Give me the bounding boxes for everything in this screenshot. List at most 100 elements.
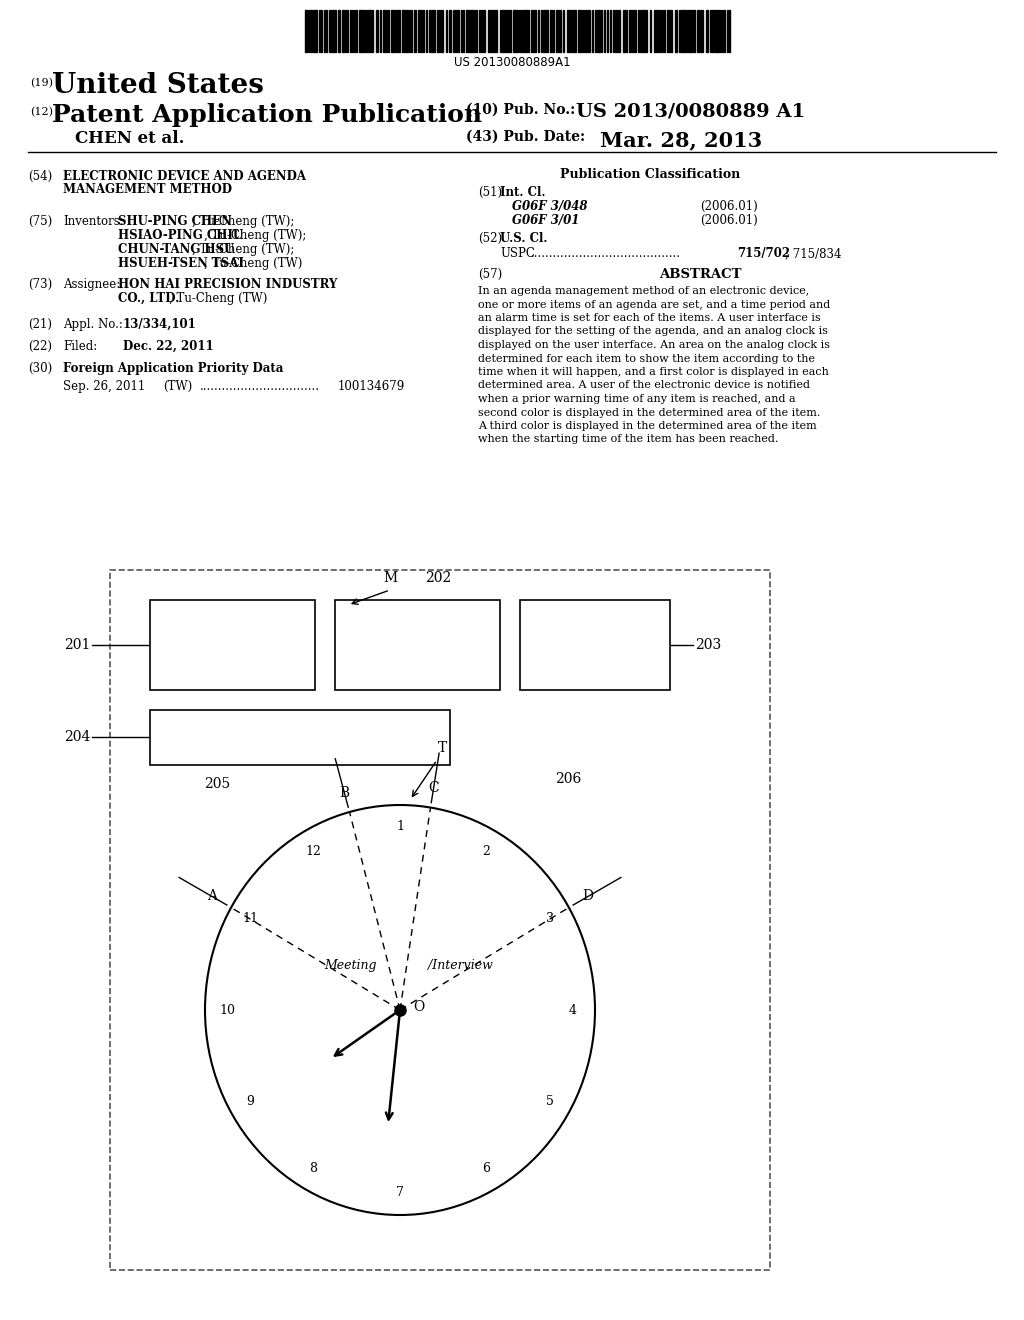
Bar [362, 11, 365, 51]
Text: (12): (12) [30, 107, 53, 117]
Text: 206: 206 [555, 772, 581, 787]
Bar [395, 11, 397, 51]
Text: Int. Cl.: Int. Cl. [500, 186, 546, 199]
Text: United States: United States [52, 73, 264, 99]
Bar [681, 11, 685, 51]
Bar [150, 601, 315, 690]
Text: Publication Classification: Publication Classification [560, 168, 740, 181]
Bar [398, 11, 400, 51]
Text: USPC: USPC [500, 247, 535, 260]
Bar [546, 11, 548, 51]
Ellipse shape [205, 805, 595, 1214]
Bar [597, 11, 600, 51]
Text: Inventors:: Inventors: [63, 215, 124, 228]
Text: B: B [339, 785, 349, 800]
Bar [359, 11, 362, 51]
Bar [550, 11, 552, 51]
Text: (75): (75) [28, 215, 52, 228]
Bar [543, 11, 545, 51]
Text: 202: 202 [425, 572, 452, 585]
Text: (22): (22) [28, 341, 52, 352]
Bar [449, 11, 451, 51]
Text: 100134679: 100134679 [338, 380, 406, 393]
Bar [481, 11, 483, 51]
Text: ELECTRONIC DEVICE AND AGENDA: ELECTRONIC DEVICE AND AGENDA [63, 170, 306, 183]
Bar [586, 11, 588, 51]
Text: 13/334,101: 13/334,101 [123, 318, 197, 331]
Text: , Tu-Cheng (TW);: , Tu-Cheng (TW); [204, 228, 306, 242]
Text: D: D [583, 890, 594, 903]
Text: ........................................: ........................................ [531, 247, 681, 260]
Bar [629, 11, 631, 51]
Text: ; 715/834: ; 715/834 [785, 247, 842, 260]
Text: A third color is displayed in the determined area of the item: A third color is displayed in the determ… [478, 421, 817, 432]
Text: second color is displayed in the determined area of the item.: second color is displayed in the determi… [478, 408, 820, 417]
Text: (52): (52) [478, 232, 502, 246]
Text: (57): (57) [478, 268, 502, 281]
Bar [513, 11, 517, 51]
Text: displayed on the user interface. An area on the analog clock is: displayed on the user interface. An area… [478, 341, 830, 350]
Bar [402, 11, 406, 51]
Text: displayed for the setting of the agenda, and an analog clock is: displayed for the setting of the agenda,… [478, 326, 828, 337]
Bar [110, 570, 770, 1270]
Text: (19): (19) [30, 78, 53, 88]
Bar [391, 11, 394, 51]
Bar [520, 601, 670, 690]
Text: , Tu-Cheng (TW);: , Tu-Cheng (TW); [193, 215, 295, 228]
Text: HON HAI PRECISION INDUSTRY: HON HAI PRECISION INDUSTRY [118, 279, 337, 290]
Text: 5: 5 [546, 1096, 554, 1107]
Text: C: C [428, 780, 439, 795]
Text: US 20130080889A1: US 20130080889A1 [454, 55, 570, 69]
Bar [305, 11, 307, 51]
Text: 203: 203 [695, 638, 721, 652]
Text: 715/702: 715/702 [737, 247, 791, 260]
Text: HSIAO-PING CHIU: HSIAO-PING CHIU [118, 228, 243, 242]
Bar [642, 11, 645, 51]
Bar [699, 11, 701, 51]
Text: Foreign Application Priority Data: Foreign Application Priority Data [63, 362, 284, 375]
Bar [488, 11, 490, 51]
Text: (73): (73) [28, 279, 52, 290]
Text: determined area. A user of the electronic device is notified: determined area. A user of the electroni… [478, 380, 810, 391]
Text: 12: 12 [305, 845, 322, 858]
Bar [654, 11, 657, 51]
Bar [432, 11, 435, 51]
Text: Patent Application Publication: Patent Application Publication [52, 103, 482, 127]
Bar [506, 11, 508, 51]
Bar [313, 11, 317, 51]
Text: M: M [383, 572, 397, 585]
Text: (43) Pub. Date:: (43) Pub. Date: [466, 129, 585, 144]
Bar [534, 11, 536, 51]
Text: /Interview: /Interview [428, 958, 493, 972]
Text: 6: 6 [482, 1162, 490, 1175]
Bar [531, 11, 534, 51]
Bar [715, 11, 719, 51]
Text: Meeting: Meeting [324, 958, 376, 972]
Text: O: O [413, 1001, 424, 1014]
Text: 4: 4 [569, 1003, 577, 1016]
Text: time when it will happen, and a first color is displayed in each: time when it will happen, and a first co… [478, 367, 828, 378]
Text: Sep. 26, 2011: Sep. 26, 2011 [63, 380, 145, 393]
Text: 205: 205 [205, 777, 230, 791]
Text: (54): (54) [28, 170, 52, 183]
Bar [368, 11, 371, 51]
Text: , Tu-Cheng (TW);: , Tu-Cheng (TW); [193, 243, 295, 256]
Bar [310, 11, 312, 51]
Bar [414, 11, 416, 51]
Bar [335, 601, 500, 690]
Bar [457, 11, 459, 51]
Text: CO., LTD.: CO., LTD. [118, 292, 179, 305]
Text: SHU-PING CHEN: SHU-PING CHEN [118, 215, 231, 228]
Text: 1: 1 [396, 821, 404, 833]
Text: (51): (51) [478, 186, 502, 199]
Bar [688, 11, 692, 51]
Bar [376, 11, 378, 51]
Text: G06F 3/01: G06F 3/01 [512, 214, 580, 227]
Text: 8: 8 [309, 1162, 317, 1175]
Text: (2006.01): (2006.01) [700, 214, 758, 227]
Bar [470, 11, 473, 51]
Text: , Tu-Cheng (TW): , Tu-Cheng (TW) [169, 292, 267, 305]
Text: Mar. 28, 2013: Mar. 28, 2013 [600, 129, 762, 150]
Text: Assignee:: Assignee: [63, 279, 120, 290]
Text: 201: 201 [63, 638, 90, 652]
